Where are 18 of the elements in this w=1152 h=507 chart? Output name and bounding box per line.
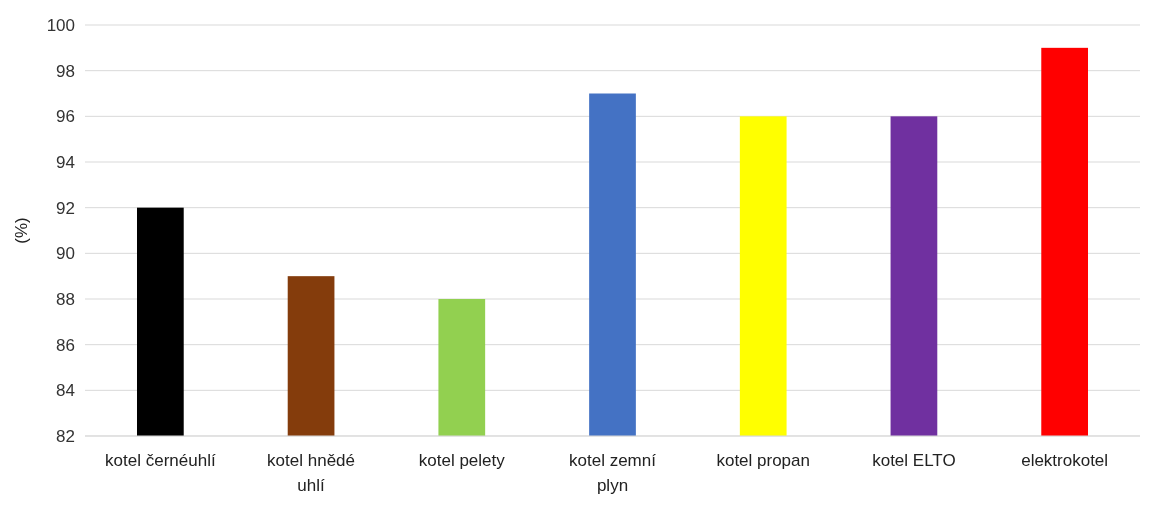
y-tick-label: 88 (56, 289, 75, 309)
x-tick-label: kotel zemní plyn (569, 451, 657, 495)
x-tick-label: kotel ELTO (872, 451, 956, 470)
x-tick-label: kotel hnědé uhlí (267, 451, 356, 495)
x-tick-label: kotel propan (716, 451, 810, 470)
x-tick-label: elektrokotel (1021, 451, 1109, 470)
x-tick-label: kotel černéuhlí (105, 451, 216, 470)
y-axis-title: (%) (12, 217, 31, 244)
y-tick-label: 90 (56, 244, 75, 264)
y-tick-label: 92 (56, 198, 75, 218)
y-tick-label: 86 (56, 335, 75, 355)
y-tick-label: 100 (46, 15, 75, 35)
y-tick-label: 82 (56, 426, 75, 446)
y-tick-label: 98 (56, 61, 75, 81)
x-tick-label: kotel pelety (418, 451, 506, 470)
y-tick-label: 94 (56, 152, 75, 172)
y-tick-label: 96 (56, 107, 75, 127)
y-tick-label: 84 (56, 381, 75, 401)
